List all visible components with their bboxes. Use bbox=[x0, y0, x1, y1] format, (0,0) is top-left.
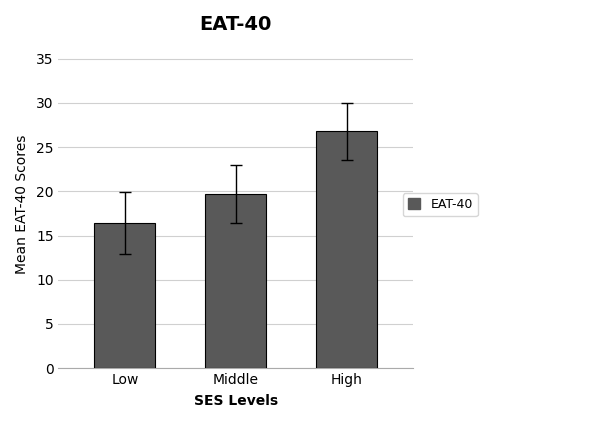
Title: EAT-40: EAT-40 bbox=[200, 15, 272, 34]
X-axis label: SES Levels: SES Levels bbox=[194, 394, 278, 408]
Legend: EAT-40: EAT-40 bbox=[403, 193, 478, 216]
Bar bbox=[205, 194, 266, 368]
Bar bbox=[316, 131, 377, 368]
Y-axis label: Mean EAT-40 Scores: Mean EAT-40 Scores bbox=[15, 135, 29, 275]
Bar bbox=[95, 223, 155, 368]
